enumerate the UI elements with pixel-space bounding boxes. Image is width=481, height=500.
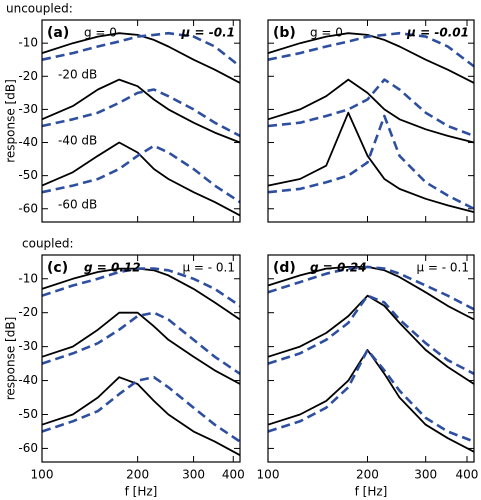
x-axis-label: f [Hz] bbox=[355, 485, 388, 499]
y-tick-label: -60 bbox=[18, 201, 38, 215]
x-tick-label: 400 bbox=[456, 468, 479, 482]
response-curve bbox=[41, 376, 241, 456]
response-curve bbox=[267, 294, 475, 385]
response-curve bbox=[41, 141, 241, 217]
y-tick-label: -40 bbox=[18, 135, 38, 149]
y-tick-label: -50 bbox=[18, 168, 38, 182]
g-label: g = 0 bbox=[310, 26, 343, 40]
response-curve bbox=[267, 265, 475, 311]
y-tick-label: -30 bbox=[18, 339, 38, 353]
response-curve bbox=[267, 294, 475, 375]
y-tick-label: -30 bbox=[18, 102, 38, 116]
panel-label: (a) bbox=[47, 25, 69, 41]
response-curve bbox=[41, 144, 241, 204]
response-curve bbox=[267, 348, 475, 443]
response-curve bbox=[267, 31, 475, 68]
y-tick-label: -60 bbox=[18, 441, 38, 455]
response-curve bbox=[267, 78, 475, 144]
g-label: g = 0.12 bbox=[84, 261, 141, 275]
y-tick-label: -20 bbox=[18, 305, 38, 319]
response-curve bbox=[41, 311, 241, 375]
plot-frame bbox=[41, 19, 241, 223]
response-curve bbox=[267, 349, 475, 453]
x-tick-label: 400 bbox=[222, 468, 245, 482]
plot-frame bbox=[267, 254, 475, 463]
panel-label: (d) bbox=[273, 260, 296, 276]
response-curve bbox=[41, 31, 241, 68]
x-tick-label: 100 bbox=[257, 468, 280, 482]
response-curve bbox=[41, 267, 241, 307]
x-tick-label: 200 bbox=[356, 468, 379, 482]
y-axis-label: response [dB] bbox=[4, 79, 18, 163]
g-label: g = 0.24 bbox=[310, 261, 367, 275]
x-axis-label: f [Hz] bbox=[125, 485, 158, 499]
mu-label: μ = - 0.1 bbox=[182, 261, 235, 275]
y-tick-label: -10 bbox=[18, 36, 38, 50]
plot-frame bbox=[267, 19, 475, 223]
annotation: -40 dB bbox=[58, 134, 97, 148]
response-curve bbox=[41, 88, 241, 138]
section-label: uncoupled: bbox=[6, 2, 73, 16]
mu-label: μ = -0.01 bbox=[406, 26, 469, 40]
response-curve bbox=[267, 265, 475, 321]
section-label: coupled: bbox=[22, 237, 74, 251]
response-curve bbox=[41, 267, 241, 321]
x-tick-label: 300 bbox=[414, 468, 437, 482]
response-curve bbox=[267, 111, 475, 213]
y-tick-label: -10 bbox=[18, 271, 38, 285]
plot-frame bbox=[41, 254, 241, 463]
panel-label: (c) bbox=[47, 260, 68, 276]
annotation: -20 dB bbox=[58, 68, 97, 82]
y-axis-label: response [dB] bbox=[4, 317, 18, 401]
y-tick-label: -40 bbox=[18, 373, 38, 387]
response-curve bbox=[267, 114, 475, 210]
y-tick-label: -20 bbox=[18, 69, 38, 83]
response-curve bbox=[41, 311, 241, 385]
x-tick-label: 200 bbox=[126, 468, 149, 482]
g-label: g = 0 bbox=[84, 26, 117, 40]
panel-label: (b) bbox=[273, 25, 296, 41]
y-tick-label: -50 bbox=[18, 407, 38, 421]
annotation: -60 dB bbox=[58, 198, 97, 212]
response-curve bbox=[41, 375, 241, 443]
response-curve bbox=[41, 32, 241, 84]
response-curve bbox=[267, 32, 475, 84]
mu-label: μ = - 0.1 bbox=[416, 261, 469, 275]
mu-label: μ = -0.1 bbox=[181, 26, 235, 40]
x-tick-label: 100 bbox=[31, 468, 54, 482]
x-tick-label: 300 bbox=[182, 468, 205, 482]
response-curve bbox=[41, 78, 241, 144]
response-curve bbox=[267, 78, 475, 138]
